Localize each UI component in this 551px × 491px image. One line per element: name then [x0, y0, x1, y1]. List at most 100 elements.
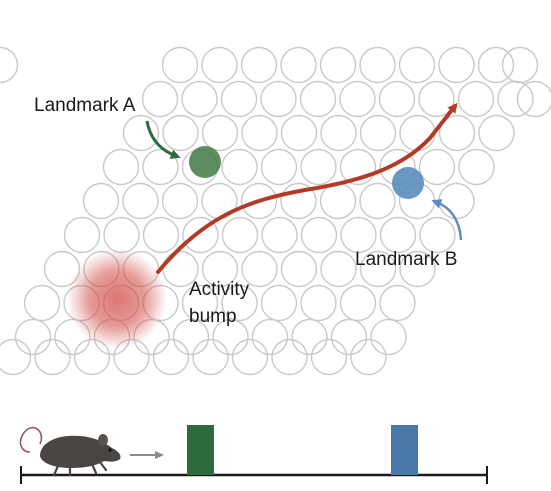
neuron-node [122, 114, 160, 152]
neuron-node [201, 114, 239, 152]
neuron-node [310, 338, 348, 376]
neuron-node [23, 284, 61, 322]
neuron-node [142, 216, 180, 254]
neuron-node [220, 80, 258, 118]
neuron-node [231, 338, 269, 376]
neuron-node [172, 318, 210, 356]
neuron-node [300, 148, 337, 186]
neuron-node [339, 284, 377, 322]
neuron-node [458, 148, 495, 186]
neuron-node [260, 284, 298, 322]
neuron-node [438, 46, 475, 84]
neuron-node [201, 46, 238, 84]
neuron-node [221, 284, 258, 322]
landmark-b-pointer [431, 199, 463, 241]
neuron-node [497, 80, 534, 118]
neuron-node [320, 250, 357, 288]
neuron-node [359, 46, 396, 84]
neuron-node [161, 182, 199, 220]
mouse-icon [19, 426, 121, 477]
neuron-node [192, 338, 229, 376]
neuron-node [398, 46, 436, 84]
neuron-node [280, 250, 318, 288]
neuron-node [359, 182, 396, 220]
neuron-node [291, 318, 328, 356]
landmark-a-pointer [145, 120, 181, 159]
neuron-node [63, 216, 101, 254]
neuron-node [516, 80, 551, 118]
neuron-node [419, 216, 456, 254]
neuron-node [14, 318, 52, 356]
neuron-node [359, 250, 397, 288]
activity-bump-label-line2: bump [189, 306, 237, 327]
neuron-node [418, 80, 455, 118]
neuron-node [378, 80, 416, 118]
neuron-node [339, 148, 377, 186]
neuron-node [260, 148, 298, 186]
neuron-node [478, 114, 515, 152]
neuron-node [280, 46, 317, 84]
neuron-node [477, 46, 515, 84]
neuron-node [102, 148, 140, 186]
neuron-node [339, 80, 376, 118]
neuron-node [379, 284, 416, 322]
neuron-node [141, 80, 179, 118]
neuron-node [221, 148, 258, 186]
neuron-node [212, 318, 249, 356]
neuron-node [182, 216, 219, 254]
neuron-node [319, 182, 357, 220]
neuron-node [0, 46, 19, 84]
neuron-node [241, 114, 278, 152]
neuron-node [340, 216, 377, 254]
neuron-node [251, 318, 289, 356]
neuron-node [201, 250, 239, 288]
activity-bump-label-line1: Activity [189, 279, 250, 300]
neuron-node [221, 216, 259, 254]
neuron-node [152, 338, 190, 376]
neuron-node [181, 284, 219, 322]
neuron-node [457, 80, 495, 118]
neuron-node [162, 114, 199, 152]
neuron-node [103, 216, 140, 254]
track-landmark-b-marker [391, 425, 418, 475]
neuron-node [240, 182, 278, 220]
neuron-node [271, 338, 308, 376]
neuron-node [399, 114, 436, 152]
neuron-node [379, 216, 417, 254]
neuron-node [319, 46, 357, 84]
neuron-node [350, 338, 387, 376]
activity-bump [67, 249, 167, 349]
track-landmark-a-marker [187, 425, 214, 475]
neuron-node [142, 148, 179, 186]
neuron-node [299, 80, 337, 118]
neuron-node [161, 46, 199, 84]
neuron-node [438, 182, 475, 220]
neuron-node [240, 46, 278, 84]
neuron-node [122, 182, 159, 220]
landmark-a-label: Landmark A [34, 95, 136, 116]
trajectory-arrow [156, 102, 458, 274]
neuron-node [370, 318, 407, 356]
neuron-node [241, 250, 278, 288]
landmark-b-dot [392, 167, 424, 199]
neuron-node [0, 338, 32, 376]
neuron-node [399, 250, 436, 288]
neuron-node [300, 284, 337, 322]
neuron-node [320, 114, 357, 152]
landmark-a-dot [189, 146, 221, 178]
neuron-node [280, 182, 317, 220]
neuron-node [181, 80, 218, 118]
neuron-node [359, 114, 397, 152]
neuron-node [260, 80, 297, 118]
neuron-node [280, 114, 318, 152]
neuron-node [438, 114, 476, 152]
linear-track [20, 425, 488, 484]
neuron-node [300, 216, 338, 254]
landmark-b-label: Landmark B [355, 249, 457, 270]
neuron-node [82, 182, 120, 220]
neuron-node [418, 148, 456, 186]
neuron-node [34, 338, 71, 376]
neuron-node [330, 318, 368, 356]
neuron-node [261, 216, 298, 254]
